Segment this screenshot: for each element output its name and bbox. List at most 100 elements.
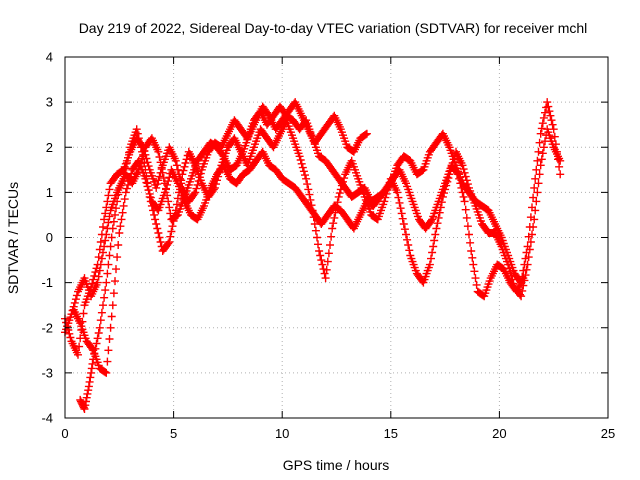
data-point [459, 192, 468, 201]
data-point [96, 260, 105, 269]
data-point [107, 312, 116, 321]
data-point [91, 344, 100, 353]
data-point [305, 190, 314, 199]
data-point [102, 278, 111, 287]
data-point [543, 98, 552, 107]
axis-ticks [64, 56, 609, 419]
data-point [432, 224, 441, 233]
data-point [102, 230, 111, 239]
data-point [100, 215, 109, 224]
data-point [402, 230, 410, 239]
data-point [120, 195, 129, 204]
data-point [538, 119, 547, 128]
data-point [106, 242, 115, 251]
data-point [80, 405, 89, 413]
data-point [329, 219, 338, 228]
data-point [395, 198, 404, 207]
data-point [101, 286, 110, 295]
data-point [100, 293, 109, 302]
data-point [461, 172, 470, 181]
x-tick-label: 20 [492, 426, 506, 441]
data-point [99, 223, 107, 231]
data-point [101, 368, 110, 377]
data-point [471, 274, 480, 283]
data-point [525, 245, 534, 254]
data-point [405, 246, 414, 255]
data-point [75, 342, 84, 351]
data-point [105, 185, 114, 194]
data-point [544, 102, 553, 111]
data-point [403, 235, 412, 244]
data-point [339, 177, 347, 186]
y-axis-label: SDTVAR / TECUs [5, 182, 21, 294]
x-tick-label: 15 [384, 426, 398, 441]
data-point [160, 179, 169, 188]
y-tick-label: 3 [46, 95, 53, 110]
data-point [89, 275, 98, 284]
data-point [152, 183, 161, 192]
data-point [523, 260, 532, 269]
data-point [139, 150, 148, 159]
data-point [539, 143, 548, 152]
data-point [468, 253, 477, 262]
data-point [404, 241, 413, 249]
data-point [115, 229, 124, 237]
x-axis-label: GPS time / hours [283, 457, 390, 473]
data-point [458, 188, 467, 197]
data-point [530, 215, 539, 224]
data-point [537, 155, 546, 164]
data-point [536, 129, 545, 138]
data-point [103, 357, 112, 366]
data-point [467, 247, 476, 255]
data-point [72, 291, 81, 300]
data-point [105, 212, 114, 221]
data-point [157, 163, 166, 172]
data-point [138, 154, 147, 163]
data-point [105, 251, 114, 260]
data-point [302, 174, 311, 183]
data-point [470, 267, 479, 276]
data-point [140, 147, 149, 155]
data-point [459, 165, 468, 174]
data-point [427, 217, 435, 225]
x-tick-label: 10 [275, 426, 289, 441]
data-point [155, 153, 164, 161]
data-point [165, 238, 174, 246]
data-point [425, 260, 434, 269]
data-point [526, 238, 535, 246]
data-point [462, 176, 471, 185]
data-point [428, 248, 437, 257]
data-point [107, 233, 116, 242]
data-point [111, 277, 119, 286]
data-point [336, 185, 345, 194]
data-point [143, 182, 152, 191]
data-point [96, 238, 105, 246]
data-point [472, 280, 481, 289]
data-point [430, 236, 439, 245]
data-point [168, 222, 177, 231]
data-point [109, 217, 118, 226]
chart-title: Day 219 of 2022, Sidereal Day-to-day VTE… [79, 20, 588, 36]
data-point [462, 213, 471, 222]
y-tick-label: 2 [46, 140, 53, 155]
data-point [154, 147, 163, 156]
data-point [449, 155, 458, 164]
data-point [112, 265, 120, 274]
data-point [519, 274, 528, 283]
data-point [547, 116, 556, 125]
data-point [460, 197, 469, 206]
data-point [122, 159, 131, 167]
data-point [93, 334, 102, 343]
data-point [154, 229, 163, 237]
data-point [299, 167, 308, 176]
data-point [192, 184, 201, 193]
data-point [133, 129, 142, 138]
data-point [458, 161, 467, 170]
data-point [334, 192, 343, 201]
data-point [124, 153, 132, 162]
x-tick-label: 0 [61, 426, 68, 441]
data-point [337, 181, 346, 190]
data-point [166, 232, 175, 241]
data-point [400, 225, 409, 234]
data-point [532, 165, 541, 174]
